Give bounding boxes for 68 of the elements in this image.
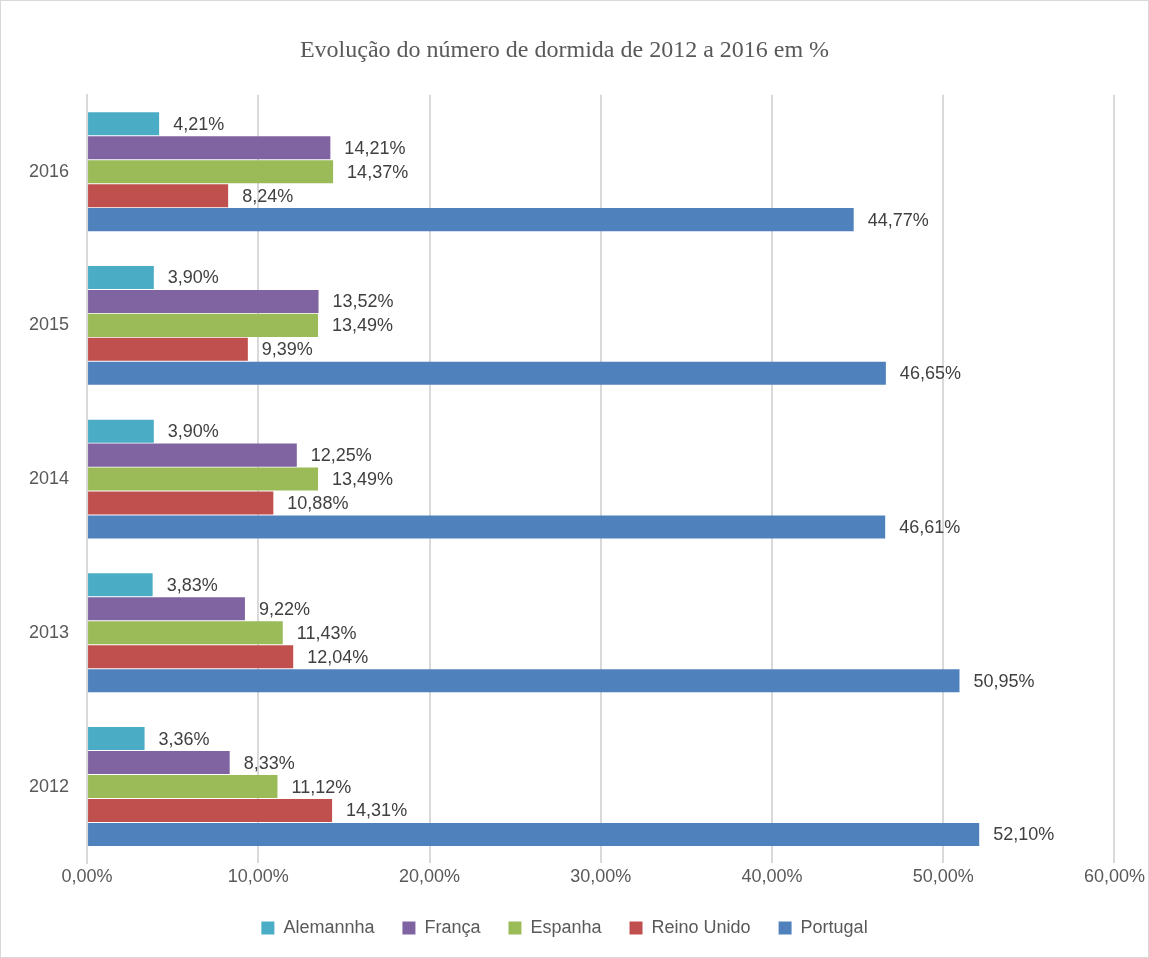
data-label: 10,88%: [287, 493, 349, 514]
data-label: 46,65%: [899, 363, 961, 384]
legend-label: Espanha: [530, 916, 603, 937]
bar: [88, 751, 230, 775]
bar: [88, 112, 160, 136]
chart-title: Evolução do número de dormida de 2012 a 2016 em %: [299, 35, 830, 62]
x-tick-label: 0,00%: [61, 866, 113, 887]
bar: [88, 727, 145, 751]
legend-label: Alemannha: [283, 916, 376, 937]
legend-label: Reino Unido: [651, 916, 751, 937]
data-label: 3,36%: [158, 728, 210, 749]
bar: [88, 467, 319, 491]
legend-label: França: [424, 916, 482, 937]
data-label: 9,39%: [261, 339, 313, 360]
data-label: 12,04%: [307, 646, 369, 667]
x-tick-label: 60,00%: [1083, 866, 1146, 887]
bar: [88, 160, 334, 184]
data-label: 3,83%: [166, 574, 218, 595]
data-label: 8,33%: [243, 752, 295, 773]
data-label: 13,49%: [332, 315, 394, 336]
bar: [88, 799, 333, 823]
x-tick-label: 30,00%: [570, 866, 632, 887]
bar: [88, 419, 154, 443]
x-tick-label: 20,00%: [398, 866, 461, 887]
bar: [88, 669, 960, 693]
bar: [88, 208, 854, 232]
y-tick-label: 2015: [29, 314, 70, 335]
bar: [88, 136, 331, 160]
bar: [88, 289, 319, 313]
bar: [88, 515, 886, 539]
data-label: 52,10%: [993, 824, 1055, 845]
data-label: 46,61%: [899, 517, 961, 538]
data-label: 13,52%: [332, 291, 394, 312]
bar: [88, 361, 886, 385]
data-label: 50,95%: [973, 670, 1035, 691]
data-label: 9,22%: [258, 598, 310, 619]
data-label: 8,24%: [242, 185, 294, 206]
y-tick-label: 2016: [29, 160, 70, 181]
y-tick-label: 2014: [29, 468, 70, 489]
data-label: 44,77%: [867, 209, 929, 230]
x-tick-label: 10,00%: [227, 866, 289, 887]
y-tick-label: 2013: [29, 621, 70, 642]
data-label: 14,37%: [347, 161, 409, 182]
bar: [88, 775, 278, 799]
bar: [88, 597, 245, 621]
bar: [88, 184, 229, 208]
bar: [88, 822, 980, 847]
data-label: 13,49%: [332, 469, 394, 490]
bar: [88, 265, 154, 289]
data-label: 11,12%: [291, 776, 352, 797]
data-label: 14,31%: [346, 800, 408, 821]
data-label: 4,21%: [173, 113, 225, 134]
bar: [88, 443, 297, 467]
data-label: 3,90%: [167, 421, 219, 442]
bar: [88, 491, 274, 515]
data-label: 12,25%: [310, 445, 372, 466]
y-tick-label: 2012: [29, 775, 70, 796]
bar: [88, 313, 319, 337]
bar: [88, 573, 153, 597]
legend-label: Portugal: [800, 916, 868, 937]
data-label: 3,90%: [167, 267, 219, 288]
data-label: 14,21%: [344, 137, 406, 158]
x-tick-label: 40,00%: [741, 866, 803, 887]
bar: [88, 337, 248, 361]
x-tick-label: 50,00%: [912, 866, 974, 887]
bar: [88, 645, 294, 669]
bar: [88, 621, 283, 645]
data-label: 11,43%: [296, 622, 357, 643]
